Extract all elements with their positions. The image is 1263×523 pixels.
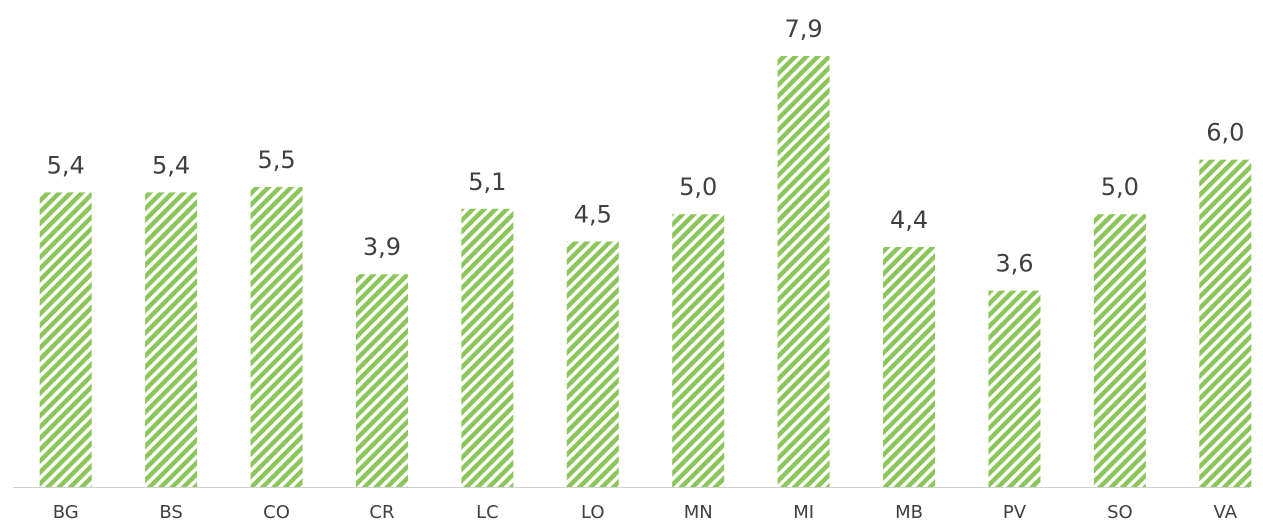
bar (1199, 159, 1252, 487)
data-label: 5,4 (47, 151, 85, 179)
bar (988, 290, 1041, 487)
data-label: 3,6 (995, 250, 1033, 278)
x-tick-label: BG (53, 502, 79, 523)
x-tick-label: CR (369, 502, 394, 523)
data-label: 6,0 (1206, 119, 1244, 147)
x-tick-label: VA (1214, 502, 1238, 523)
data-label: 5,1 (468, 168, 506, 196)
bar (145, 192, 198, 488)
x-tick-label: MN (684, 502, 713, 523)
data-label: 3,9 (363, 233, 401, 261)
bar (461, 208, 514, 487)
data-label: 5,0 (679, 173, 717, 201)
x-tick-label: PV (1003, 502, 1027, 523)
bar (250, 186, 303, 487)
x-tick-label: CO (263, 502, 290, 523)
x-tick-label: SO (1107, 502, 1133, 523)
x-tick-label: BS (159, 502, 182, 523)
data-label: 5,0 (1101, 173, 1139, 201)
x-tick-label: LO (581, 502, 605, 523)
bar (883, 246, 936, 487)
data-label: 4,5 (574, 200, 612, 228)
bar (672, 214, 725, 487)
x-tick-label: LC (476, 502, 499, 523)
data-label: 5,5 (257, 146, 295, 174)
x-tick-label: MI (793, 502, 814, 523)
x-tick-label: MB (895, 502, 923, 523)
data-label: 4,4 (890, 206, 928, 234)
bar (39, 192, 92, 488)
bar (355, 274, 408, 487)
data-label: 5,4 (152, 151, 190, 179)
bar (566, 241, 619, 487)
bar (1093, 214, 1146, 487)
data-label: 7,9 (785, 15, 823, 43)
bar (777, 56, 830, 487)
